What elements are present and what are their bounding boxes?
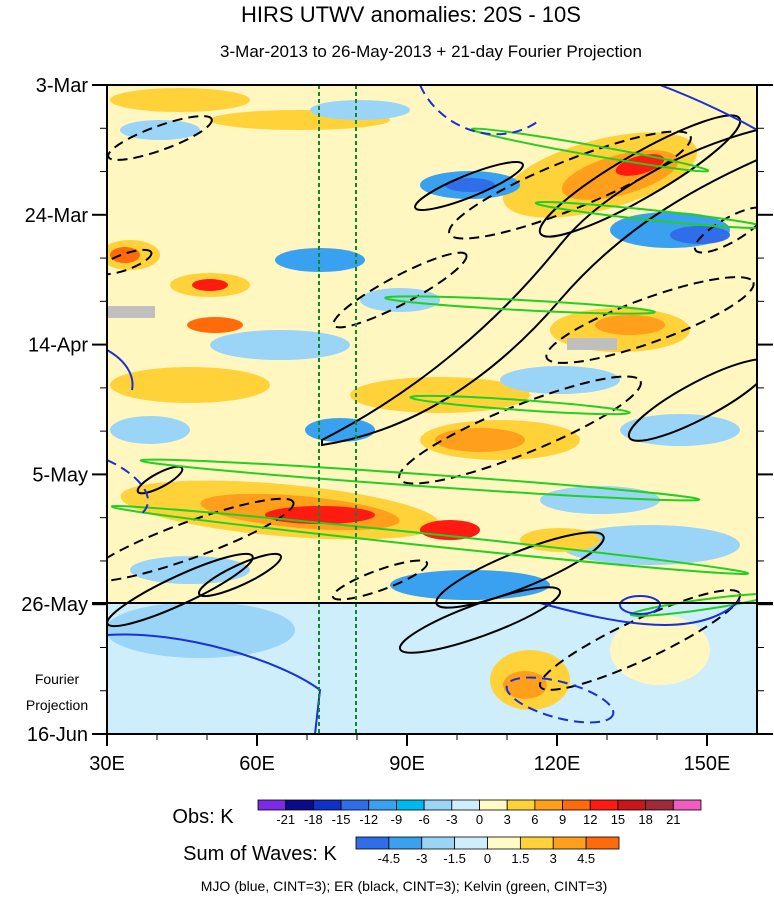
y-tick-label: 16-Jun bbox=[27, 724, 88, 746]
colorbar-swatch bbox=[388, 836, 423, 850]
colorbar-level-label: 9 bbox=[559, 812, 566, 827]
colorbar-swatch bbox=[421, 836, 456, 850]
x-tick-label: 30E bbox=[89, 753, 125, 775]
x-tick-label: 120E bbox=[534, 753, 581, 775]
chart-title: HIRS UTWV anomalies: 20S - 10S bbox=[241, 2, 581, 27]
colorbar-swatch bbox=[645, 799, 674, 811]
colorbar-swatch bbox=[285, 799, 314, 811]
colorbar-swatch bbox=[487, 836, 521, 850]
colorbar-swatch bbox=[355, 836, 390, 850]
colorbar-swatch bbox=[368, 799, 397, 811]
colorbar-level-label: -18 bbox=[304, 812, 323, 827]
colorbar-level-label: -21 bbox=[276, 812, 295, 827]
colorbar-level-label: -9 bbox=[391, 812, 403, 827]
waves-colorbar: -4.5 -3 -1.5 0 1.5 3 4.5 bbox=[355, 836, 620, 866]
mjo-contours-negative bbox=[107, 85, 615, 724]
colorbar-swatch bbox=[562, 799, 591, 811]
colorbar-level-label: 15 bbox=[611, 812, 625, 827]
colorbar-level-label: -3 bbox=[416, 851, 428, 866]
x-tick-label: 60E bbox=[239, 753, 275, 775]
contour-legend: MJO (blue, CINT=3); ER (black, CINT=3); … bbox=[201, 878, 608, 894]
colorbar-level-label: -4.5 bbox=[378, 851, 400, 866]
colorbar-level-label: 0 bbox=[476, 812, 483, 827]
obs-colorbar: -21 -18 -15 -12 -9 -6 -3 0 3 6 9 12 15 18 21 bbox=[257, 799, 702, 827]
y-tick-label: 24-Mar bbox=[25, 205, 89, 227]
colorbar-level-label: 3 bbox=[504, 812, 511, 827]
kelvin-contours bbox=[110, 127, 757, 617]
colorbar-level-label: 1.5 bbox=[511, 851, 529, 866]
y-tick-label: 3-Mar bbox=[36, 75, 89, 97]
plot-area bbox=[107, 85, 757, 734]
colorbar-swatch bbox=[672, 799, 702, 811]
colorbar-swatch bbox=[506, 799, 536, 811]
anomaly-shading bbox=[107, 85, 757, 710]
colorbar-swatch bbox=[534, 799, 563, 811]
plot-frame bbox=[106, 84, 758, 735]
y-tick-label: 5-May bbox=[32, 464, 88, 486]
colorbar-level-label: -12 bbox=[359, 812, 378, 827]
colorbar-level-label: 0 bbox=[484, 851, 491, 866]
colorbar-swatch bbox=[479, 799, 508, 811]
colorbar-swatch bbox=[312, 799, 342, 811]
colorbar-swatch bbox=[585, 836, 620, 850]
y-tick-label: 14-Apr bbox=[28, 335, 88, 357]
x-axis: 30E 60E 90E 120E 150E bbox=[89, 734, 730, 775]
colorbar-level-label: -6 bbox=[418, 812, 430, 827]
colorbar-level-label: -1.5 bbox=[443, 851, 465, 866]
waves-colorbar-label: Sum of Waves: K bbox=[183, 843, 337, 865]
projection-label-line2: Projection bbox=[26, 697, 88, 713]
colorbar-level-label: 12 bbox=[583, 812, 597, 827]
colorbar-swatch bbox=[396, 799, 425, 811]
colorbar-swatch bbox=[257, 799, 287, 811]
obs-colorbar-label: Obs: K bbox=[172, 806, 234, 828]
colorbar-swatch bbox=[423, 799, 453, 811]
colorbar-swatch bbox=[454, 836, 488, 850]
colorbar-level-label: -15 bbox=[332, 812, 351, 827]
x-tick-label: 90E bbox=[389, 753, 425, 775]
y-tick-label: 26-May bbox=[21, 594, 88, 616]
colorbar-level-label: 6 bbox=[531, 812, 538, 827]
colorbar-swatch bbox=[589, 799, 619, 811]
projection-label-line1: Fourier bbox=[35, 671, 80, 687]
colorbar-level-label: 21 bbox=[666, 812, 680, 827]
y-axis: 3-Mar 24-Mar 14-Apr 5-May 26-May 16-Jun bbox=[21, 75, 773, 746]
colorbar-swatch bbox=[451, 799, 480, 811]
colorbar-swatch bbox=[519, 836, 554, 850]
colorbar-swatch bbox=[340, 799, 370, 811]
colorbar-level-label: 18 bbox=[638, 812, 652, 827]
colorbar-swatch bbox=[552, 836, 587, 850]
colorbar-level-label: 3 bbox=[550, 851, 557, 866]
colorbar-level-label: -3 bbox=[446, 812, 458, 827]
colorbar-level-label: 4.5 bbox=[577, 851, 595, 866]
chart-subtitle: 3-Mar-2013 to 26-May-2013 + 21-day Fouri… bbox=[220, 42, 642, 61]
colorbar-swatch bbox=[617, 799, 647, 811]
x-tick-label: 150E bbox=[684, 753, 731, 775]
